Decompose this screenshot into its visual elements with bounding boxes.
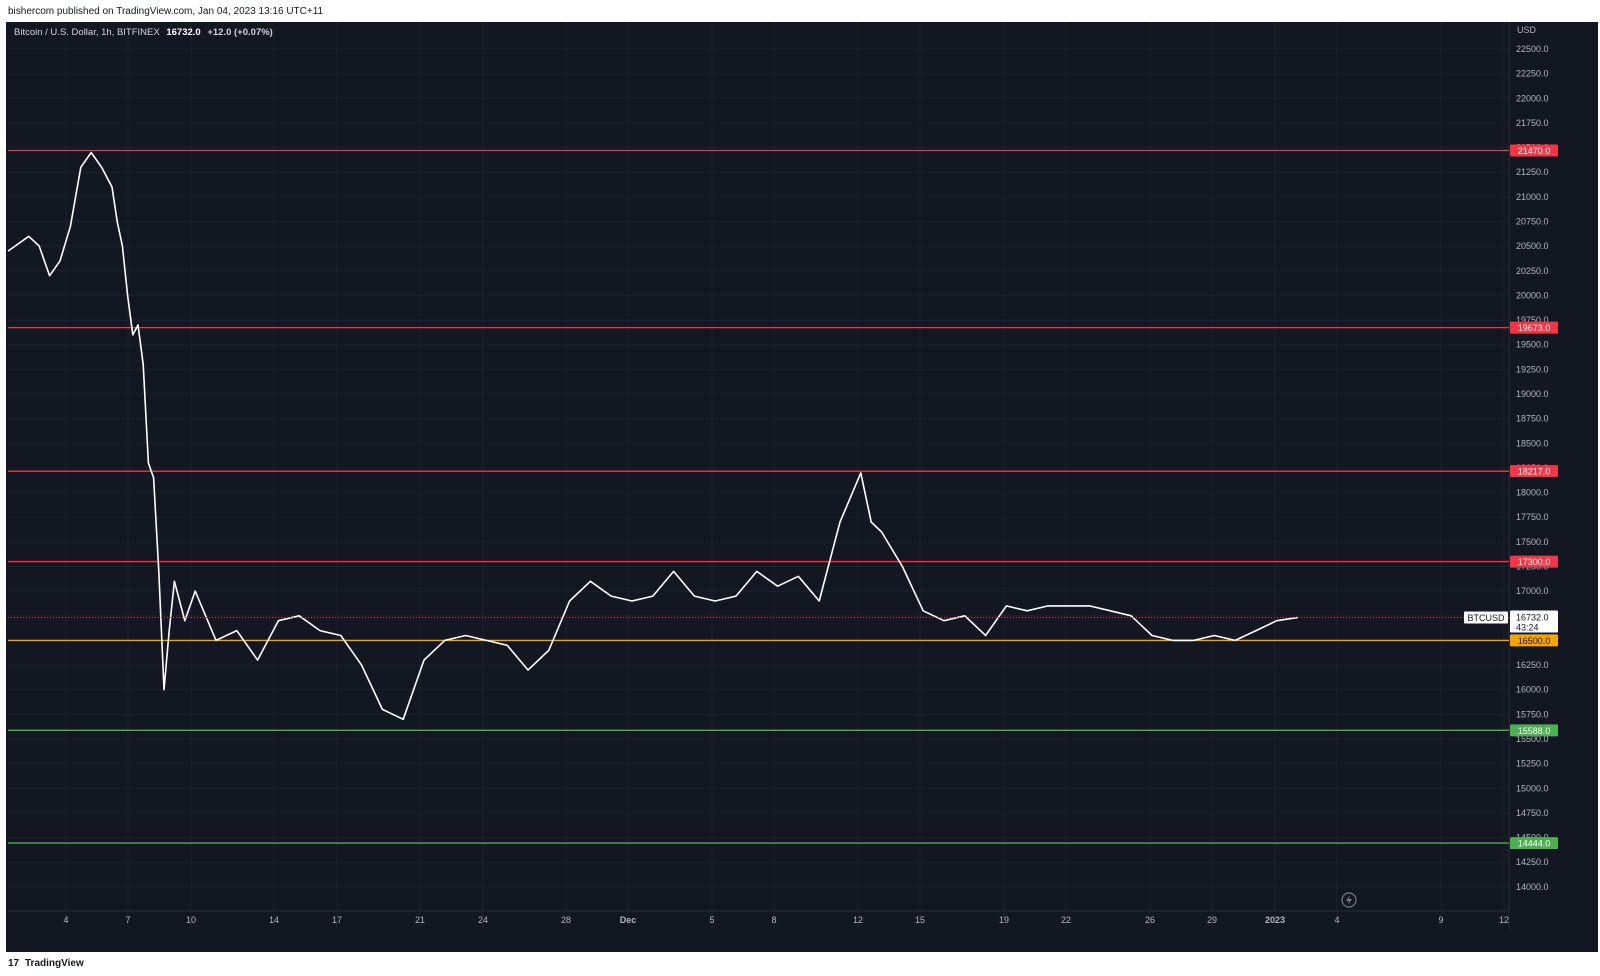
price-tick-label: 14000.0 (1516, 882, 1549, 892)
price-tick-label: 17000.0 (1516, 586, 1549, 596)
level-badge (1510, 837, 1558, 850)
price-tick-label: 20000.0 (1516, 290, 1549, 300)
price-tick-label: 19000.0 (1516, 389, 1549, 399)
time-tick-label: 12 (853, 915, 863, 925)
price-tick-label: 18000.0 (1516, 488, 1549, 498)
price-tick-label: 18500.0 (1516, 438, 1549, 448)
time-tick-label: 21 (415, 915, 425, 925)
price-tick-label: 19750.0 (1516, 315, 1549, 325)
price-tick-label: 15500.0 (1516, 734, 1549, 744)
price-tick-label: 22500.0 (1516, 44, 1549, 54)
level-badge-label: 19673.0 (1518, 323, 1551, 333)
price-tick-label: 20500.0 (1516, 241, 1549, 251)
published-text: bishercom published on TradingView.com, … (8, 6, 324, 17)
legend-change: +12.0 (+0.07%) (207, 27, 273, 38)
horizontal-levels (8, 149, 1509, 844)
time-axis-labels: 4 7 10 14 17 21 24 28 Dec 5 8 12 15 19 22 26 29 2023 4 9 12 (63, 915, 1509, 925)
price-tick-label: 16250.0 (1516, 660, 1549, 670)
time-tick-label: 24 (478, 915, 488, 925)
level-badge-label: 14444.0 (1518, 839, 1551, 849)
time-tick-label: 19 (999, 915, 1009, 925)
level-badge (1510, 144, 1558, 157)
publish-header: bishercom published on TradingView.com, … (0, 0, 1600, 22)
symbol-description[interactable]: Bitcoin / U.S. Dollar, 1h, BITFINEX (14, 27, 160, 38)
time-tick-label: Dec (620, 915, 637, 925)
tradingview-logo-icon[interactable]: 17 (8, 958, 20, 969)
time-tick-label: 10 (186, 915, 196, 925)
lightning-icon[interactable] (1341, 892, 1357, 908)
price-tick-label: 14750.0 (1516, 808, 1549, 818)
btcusd-price-line (7, 151, 1298, 721)
level-badge-label: 21470.0 (1518, 146, 1551, 156)
time-tick-label: 14 (269, 915, 279, 925)
price-tick-label: 19500.0 (1516, 340, 1549, 350)
time-tick-label: 22 (1061, 915, 1071, 925)
last-price-badge: BTCUSD 16732.043:24 (1464, 610, 1558, 633)
chart-frame (6, 22, 1598, 952)
level-badge-label: 15588.0 (1518, 726, 1551, 736)
last-price-value: 16732.0 (1516, 613, 1549, 623)
currency-label[interactable]: USD (1517, 25, 1537, 35)
level-badge (1510, 724, 1558, 737)
time-tick-label: 7 (125, 915, 130, 925)
price-tick-label: 14250.0 (1516, 857, 1549, 867)
price-tick-label: 21750.0 (1516, 118, 1549, 128)
time-tick-label: 26 (1145, 915, 1155, 925)
level-badge-label: 17300.0 (1518, 557, 1551, 567)
legend-last-value: 16732.0 (166, 27, 201, 38)
time-tick-label: 29 (1207, 915, 1217, 925)
last-price-box (1510, 610, 1558, 633)
price-tick-label: 20750.0 (1516, 216, 1549, 226)
price-tick-label: 15250.0 (1516, 759, 1549, 769)
price-tick-label: 20250.0 (1516, 266, 1549, 276)
time-tick-label: 28 (561, 915, 571, 925)
level-price-badges: 21470.0 19673.0 18217.0 17300.0 16500.0 15588… (1510, 144, 1558, 850)
level-badge (1510, 555, 1558, 568)
price-tick-label: 21250.0 (1516, 167, 1549, 177)
time-tick-label: 9 (1438, 915, 1443, 925)
level-badge (1510, 465, 1558, 478)
time-tick-label: 5 (709, 915, 714, 925)
price-tick-label: 22000.0 (1516, 93, 1549, 103)
price-tick-label: 22250.0 (1516, 69, 1549, 79)
price-tick-label: 15000.0 (1516, 783, 1549, 793)
chart-legend: Bitcoin / U.S. Dollar, 1h, BITFINEX 1673… (14, 27, 273, 38)
level-badge-label: 16500.0 (1518, 636, 1551, 646)
countdown-timer: 43:24 (1516, 623, 1539, 633)
price-tick-label: 21000.0 (1516, 192, 1549, 202)
price-tick-label: 17750.0 (1516, 512, 1549, 522)
time-tick-label: 17 (332, 915, 342, 925)
chart-grid (8, 22, 1510, 930)
time-tick-label: 8 (771, 915, 776, 925)
level-badge-label: 18217.0 (1518, 467, 1551, 477)
tradingview-brand[interactable]: TradingView (25, 958, 84, 969)
price-tick-label: 18750.0 (1516, 414, 1549, 424)
footer: 17 TradingView (0, 952, 1600, 976)
time-tick-label: 4 (63, 915, 68, 925)
price-tick-label: 16000.0 (1516, 685, 1549, 695)
price-tick-label: 19250.0 (1516, 364, 1549, 374)
price-tick-label: 17500.0 (1516, 537, 1549, 547)
time-tick-label: 2023 (1265, 915, 1285, 925)
level-badge (1510, 321, 1558, 334)
symbol-badge-label: BTCUSD (1467, 613, 1505, 623)
time-tick-label: 4 (1334, 915, 1339, 925)
symbol-badge (1464, 611, 1508, 624)
time-tick-label: 15 (915, 915, 925, 925)
price-tick-label: 15750.0 (1516, 709, 1549, 719)
lightning-bolt-icon (1346, 895, 1352, 905)
time-tick-label: 12 (1499, 915, 1509, 925)
price-axis-labels: 22500.022250.022000.021750.021500.021250… (1516, 44, 1549, 892)
level-badge (1510, 634, 1558, 647)
